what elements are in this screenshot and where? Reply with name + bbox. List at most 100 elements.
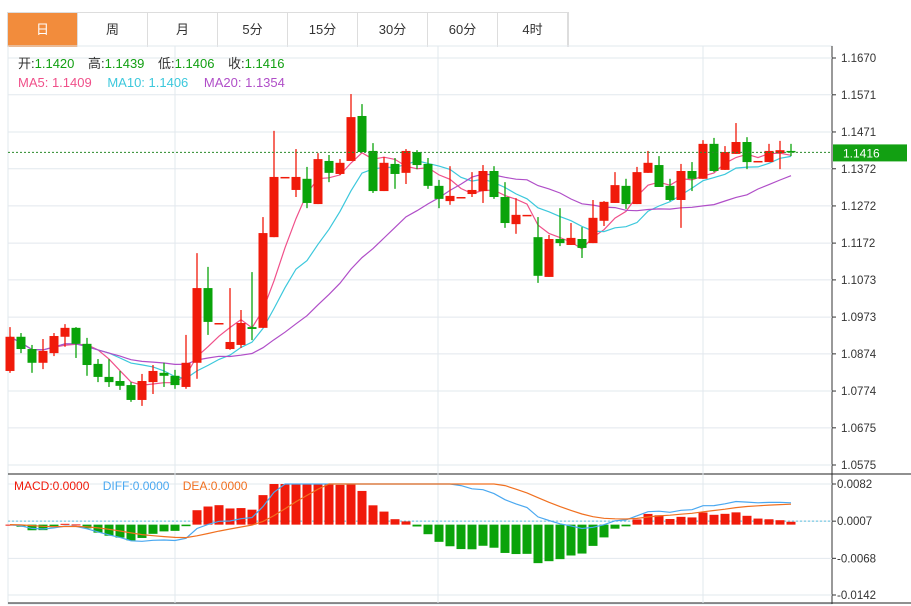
tab-0[interactable]: 日 <box>8 13 78 47</box>
candle-body <box>368 150 378 192</box>
macd-bar <box>203 506 213 525</box>
candle-body <box>764 150 774 163</box>
candle <box>357 104 367 153</box>
tab-7[interactable]: 4时 <box>498 13 568 47</box>
candle <box>753 160 763 163</box>
candle-body <box>225 341 235 350</box>
tab-4[interactable]: 15分 <box>288 13 358 47</box>
high-label: 高: <box>88 56 105 71</box>
tab-1[interactable]: 周 <box>78 13 148 47</box>
candle <box>258 217 268 328</box>
candle-body <box>148 370 158 383</box>
candle-body <box>555 239 565 244</box>
candle-body <box>93 363 103 377</box>
candle <box>269 130 279 238</box>
candle <box>192 253 202 379</box>
macd-bar <box>423 524 433 535</box>
candle-body <box>643 162 653 173</box>
candle <box>346 94 356 161</box>
candle <box>60 324 70 347</box>
macd-value: MACD:0.0000 <box>14 479 90 493</box>
macd-bar <box>104 524 114 536</box>
candle <box>214 323 224 325</box>
macd-bar <box>478 524 488 546</box>
ma10-legend: MA10: 1.1406 <box>107 75 189 90</box>
macd-bar <box>335 484 345 525</box>
candle <box>643 150 653 173</box>
candle-body <box>720 152 730 170</box>
price-tick-label: 1.0675 <box>841 423 876 435</box>
candle <box>412 150 422 170</box>
candle-body <box>599 201 609 221</box>
candle <box>522 214 532 217</box>
candle <box>401 149 411 185</box>
macd-bar <box>764 519 774 525</box>
dea-value: DEA:0.0000 <box>182 479 248 493</box>
macd-bar <box>60 523 70 525</box>
candle <box>709 137 719 173</box>
open-value: 1.1420 <box>34 56 75 71</box>
candle-body <box>192 288 202 363</box>
macd-bar <box>181 524 191 527</box>
price-tick-label: 1.1670 <box>841 53 876 65</box>
price-tick-label: 1.0774 <box>841 386 877 398</box>
open-label: 开: <box>18 56 35 71</box>
candle <box>665 178 675 202</box>
macd-bar <box>445 524 455 547</box>
candle <box>445 166 455 205</box>
candle <box>137 373 147 406</box>
candle <box>423 157 433 189</box>
candle-body <box>49 336 59 354</box>
candle-body <box>291 176 301 190</box>
candle-body <box>390 163 400 174</box>
candle-body <box>610 185 620 203</box>
candle <box>434 179 444 209</box>
macd-bar <box>621 524 631 527</box>
macd-bar <box>38 524 48 531</box>
candle-body <box>247 327 257 329</box>
candle <box>533 217 543 283</box>
macd-bar <box>170 524 180 531</box>
candle-body <box>181 362 191 387</box>
candle-body <box>775 150 785 154</box>
candle <box>379 156 389 192</box>
candle-body <box>489 170 499 198</box>
candle-body <box>742 142 752 163</box>
candle-body <box>544 239 554 277</box>
candle-body <box>434 185 444 199</box>
candle-body <box>335 162 345 174</box>
candle <box>82 337 92 376</box>
candle-body <box>621 185 631 205</box>
candle <box>71 327 81 358</box>
candle-body <box>456 197 466 199</box>
macd-bar <box>731 512 741 525</box>
candle-body <box>709 143 719 171</box>
tab-6[interactable]: 60分 <box>428 13 498 47</box>
macd-bar <box>456 524 466 550</box>
price-tick-label: 1.1471 <box>841 127 876 139</box>
tab-3[interactable]: 5分 <box>218 13 288 47</box>
tab-5[interactable]: 30分 <box>358 13 428 47</box>
macd-bar <box>49 524 59 528</box>
candle-body <box>126 385 136 400</box>
macd-bar <box>522 524 532 554</box>
candle-body <box>269 176 279 238</box>
tab-2[interactable]: 月 <box>148 13 218 47</box>
candle-body <box>786 150 796 153</box>
candle <box>181 334 191 389</box>
price-tick-label: 1.0874 <box>841 349 877 361</box>
plot-frame <box>7 45 833 605</box>
dea-line <box>9 483 792 539</box>
candle <box>49 333 59 357</box>
candle-body <box>60 327 70 337</box>
macd-bar <box>71 524 81 526</box>
macd-bar <box>654 515 664 525</box>
candle-body <box>676 170 686 200</box>
candle <box>698 140 708 179</box>
candle-body <box>588 217 598 244</box>
candle <box>324 155 334 183</box>
diff-value: DIFF:0.0000 <box>102 479 170 493</box>
low-label: 低: <box>158 56 175 71</box>
candle-body <box>159 372 169 376</box>
